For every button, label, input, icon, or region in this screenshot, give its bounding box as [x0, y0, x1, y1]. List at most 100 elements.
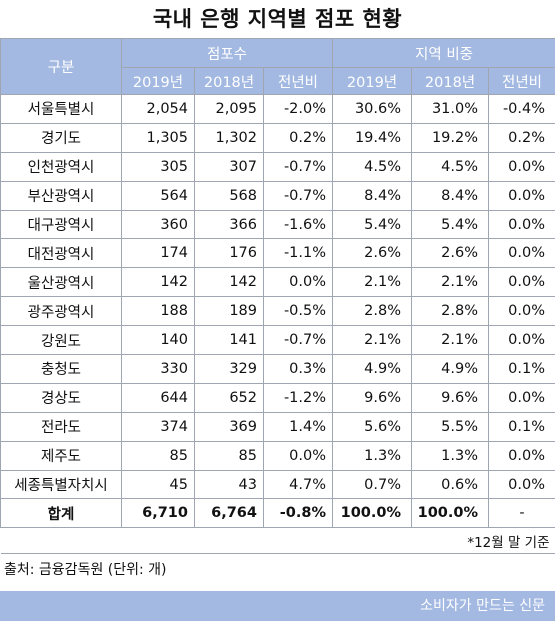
branches-2019: 644	[121, 382, 195, 413]
share-2018: 5.5%	[411, 411, 490, 442]
table-row: 대구광역시 360 366 -1.6% 5.4% 5.4% 0.0%	[0, 209, 555, 240]
region-name: 울산광역시	[0, 267, 122, 298]
table-row: 전라도 374 369 1.4% 5.6% 5.5% 0.1%	[0, 411, 555, 442]
branches-yoy: -0.7%	[262, 325, 334, 356]
branches-2018: 85	[194, 440, 264, 471]
branches-2019: 142	[121, 267, 195, 298]
share-yoy: 0.0%	[488, 325, 555, 356]
table-row: 강원도 140 141 -0.7% 2.1% 2.1% 0.0%	[0, 325, 555, 356]
share-2019: 2.1%	[332, 325, 413, 356]
share-2018: 2.1%	[411, 267, 490, 298]
branches-2018: 43	[194, 469, 264, 500]
branches-yoy: -1.2%	[262, 382, 334, 413]
share-yoy: 0.0%	[488, 469, 555, 500]
branches-2019: 305	[121, 151, 195, 182]
header-share-2018: 2018년	[411, 67, 490, 95]
branches-2019: 140	[121, 325, 195, 356]
branches-2018: 568	[194, 180, 264, 211]
branches-yoy: -0.5%	[262, 296, 334, 327]
branches-2018: 189	[194, 296, 264, 327]
table-row: 울산광역시 142 142 0.0% 2.1% 2.1% 0.0%	[0, 267, 555, 298]
share-2019: 8.4%	[332, 180, 413, 211]
page-title: 국내 은행 지역별 점포 현황	[152, 7, 403, 31]
table-row: 경기도 1,305 1,302 0.2% 19.4% 19.2% 0.2%	[0, 122, 555, 153]
total-share-yoy: -	[488, 498, 555, 529]
region-name: 광주광역시	[0, 296, 122, 327]
share-yoy: 0.2%	[488, 122, 555, 153]
header-branches-2019: 2019년	[121, 67, 195, 95]
total-share-2018: 100.0%	[411, 498, 490, 529]
branches-yoy: 0.2%	[262, 122, 334, 153]
branches-2018: 366	[194, 209, 264, 240]
share-yoy: -0.4%	[488, 94, 555, 124]
header-regional-share: 지역 비중	[332, 38, 555, 68]
share-yoy: 0.0%	[488, 151, 555, 182]
share-yoy: 0.0%	[488, 440, 555, 471]
share-2018: 8.4%	[411, 180, 490, 211]
total-label: 합계	[0, 498, 122, 529]
branches-yoy: -2.0%	[262, 94, 334, 124]
region-name: 전라도	[0, 411, 122, 442]
table-row: 세종특별자치시 45 43 4.7% 0.7% 0.6% 0.0%	[0, 469, 555, 500]
source-note: 출처: 금융감독원 (단위: 개)	[4, 562, 167, 579]
share-2019: 5.4%	[332, 209, 413, 240]
share-2018: 0.6%	[411, 469, 490, 500]
share-2019: 5.6%	[332, 411, 413, 442]
share-yoy: 0.0%	[488, 267, 555, 298]
basis-note: *12월 말 기준	[0, 527, 555, 555]
share-2018: 19.2%	[411, 122, 490, 153]
region-name: 강원도	[0, 325, 122, 356]
share-2018: 1.3%	[411, 440, 490, 471]
share-2018: 2.6%	[411, 238, 490, 269]
region-name: 서울특별시	[0, 94, 122, 124]
header-share-2019: 2019년	[332, 67, 413, 95]
header-branches: 점포수	[120, 38, 334, 68]
branches-2018: 176	[194, 238, 264, 269]
branches-2019: 374	[121, 411, 195, 442]
share-2019: 9.6%	[332, 382, 413, 413]
share-2018: 4.5%	[411, 151, 490, 182]
branches-2018: 369	[194, 411, 264, 442]
branches-yoy: 1.4%	[262, 411, 334, 442]
branches-yoy: 0.0%	[262, 267, 334, 298]
share-yoy: 0.0%	[488, 180, 555, 211]
branches-yoy: -0.7%	[262, 151, 334, 182]
region-name: 인천광역시	[0, 151, 122, 182]
share-yoy: 0.0%	[488, 382, 555, 413]
branches-yoy: 0.3%	[262, 354, 334, 384]
share-2019: 0.7%	[332, 469, 413, 500]
share-yoy: 0.1%	[488, 354, 555, 384]
table-row: 인천광역시 305 307 -0.7% 4.5% 4.5% 0.0%	[0, 151, 555, 182]
branch-table: 구분 점포수 지역 비중 2019년 2018년 전년비 2019년 2018년…	[0, 38, 555, 555]
branches-2018: 142	[194, 267, 264, 298]
table-row: 서울특별시 2,054 2,095 -2.0% 30.6% 31.0% -0.4%	[0, 94, 555, 124]
region-name: 제주도	[0, 440, 122, 471]
region-name: 경상도	[0, 382, 122, 413]
share-2019: 4.9%	[332, 354, 413, 384]
header-branches-yoy: 전년비	[262, 67, 334, 95]
branches-2018: 1,302	[194, 122, 264, 153]
table-row: 경상도 644 652 -1.2% 9.6% 9.6% 0.0%	[0, 382, 555, 413]
share-2019: 2.8%	[332, 296, 413, 327]
share-2018: 31.0%	[411, 94, 490, 124]
share-2018: 9.6%	[411, 382, 490, 413]
branches-2019: 330	[121, 354, 195, 384]
share-2018: 2.1%	[411, 325, 490, 356]
footer-banner: 소비자가 만드는 신문	[0, 591, 555, 621]
share-2019: 19.4%	[332, 122, 413, 153]
total-branches-yoy: -0.8%	[262, 498, 334, 529]
share-yoy: 0.0%	[488, 209, 555, 240]
branches-yoy: 4.7%	[262, 469, 334, 500]
share-yoy: 0.0%	[488, 296, 555, 327]
share-2019: 2.1%	[332, 267, 413, 298]
share-2019: 1.3%	[332, 440, 413, 471]
note-row: *12월 말 기준	[0, 527, 555, 555]
total-share-2019: 100.0%	[332, 498, 413, 529]
region-name: 대전광역시	[0, 238, 122, 269]
branches-2019: 2,054	[121, 94, 195, 124]
table-row: 충청도 330 329 0.3% 4.9% 4.9% 0.1%	[0, 354, 555, 384]
table-row: 광주광역시 188 189 -0.5% 2.8% 2.8% 0.0%	[0, 296, 555, 327]
branches-yoy: -1.1%	[262, 238, 334, 269]
share-2018: 5.4%	[411, 209, 490, 240]
region-name: 세종특별자치시	[0, 469, 122, 500]
